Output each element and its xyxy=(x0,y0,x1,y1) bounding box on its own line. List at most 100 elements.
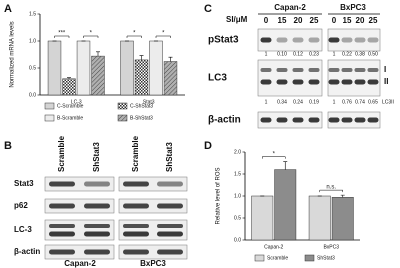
quantification: 1 xyxy=(333,51,336,57)
band-note: LC3II xyxy=(382,99,394,105)
quantification: 0.24 xyxy=(293,99,303,105)
blot-band xyxy=(84,181,110,187)
blot-band xyxy=(292,37,304,43)
blot-band xyxy=(123,203,149,209)
blot-frame xyxy=(257,59,323,97)
blot-frame xyxy=(44,219,115,241)
error-bar xyxy=(96,51,100,57)
significance-bracket xyxy=(262,156,286,159)
x-tick-label: Capan-2 xyxy=(264,244,283,250)
error-bar xyxy=(283,161,288,170)
y-tick-label: 1.0 xyxy=(234,193,241,199)
bar-pattern xyxy=(62,78,76,95)
bar-pattern xyxy=(135,59,148,95)
significance-label: *** xyxy=(58,31,66,37)
blot-band xyxy=(328,37,340,43)
blot-band xyxy=(157,224,183,228)
blot-frame xyxy=(327,111,381,129)
blot-band xyxy=(123,181,149,187)
significance-label: * xyxy=(133,31,136,37)
quantification: 0.12 xyxy=(293,51,303,57)
blot-band xyxy=(367,37,379,43)
blot-band xyxy=(123,224,149,228)
dose: 25 xyxy=(310,16,319,25)
error-bar xyxy=(67,77,71,79)
dose: 20 xyxy=(356,16,365,25)
group-label: Capan-2 xyxy=(64,259,96,268)
blot-band xyxy=(328,79,340,85)
panel-label: B xyxy=(4,140,12,152)
blot-band xyxy=(276,117,288,123)
quantification: 1 xyxy=(265,51,268,57)
x-tick-label: LC-3 xyxy=(71,99,82,105)
y-tick-label: 0.5 xyxy=(234,215,241,221)
blot-band xyxy=(341,37,353,43)
blot-band xyxy=(276,37,288,43)
blot-band xyxy=(354,79,366,85)
blot-band xyxy=(260,117,272,123)
bar xyxy=(47,40,62,96)
y-axis-title: Normalized mRNA levels xyxy=(10,21,16,87)
bar xyxy=(331,197,354,241)
error-bar xyxy=(139,55,144,60)
y-tick-label: 0.0 xyxy=(234,237,241,243)
blot-band xyxy=(49,231,75,237)
dose: 15 xyxy=(278,16,287,25)
quantification: 0.38 xyxy=(355,51,365,57)
panel-label: C xyxy=(204,3,212,15)
blot-band xyxy=(49,249,75,255)
bar-pattern xyxy=(91,56,105,95)
blot-band xyxy=(123,249,149,255)
significance-label: n.s. xyxy=(326,185,336,191)
dose: 25 xyxy=(369,16,378,25)
blot-band xyxy=(354,37,366,43)
row-label: LC-3 xyxy=(14,225,32,234)
blot-band xyxy=(328,117,340,123)
blot-band xyxy=(367,68,379,72)
blot-band xyxy=(123,231,149,237)
quantification: 1 xyxy=(333,99,336,105)
blot-band xyxy=(276,68,288,72)
panel-label: D xyxy=(204,140,212,152)
blot-frame xyxy=(257,28,323,52)
bar xyxy=(76,40,91,96)
blot-band xyxy=(260,68,272,72)
blot-band xyxy=(157,203,183,209)
blot-band xyxy=(292,68,304,72)
y-axis-title: Relative level of ROS xyxy=(216,167,222,224)
blot-band xyxy=(157,231,183,237)
dose-label: SI/μM xyxy=(226,15,248,24)
quantification: 0.74 xyxy=(355,99,365,105)
blot-band xyxy=(49,203,75,209)
blot-band xyxy=(292,79,304,85)
blot-frame xyxy=(118,244,188,260)
bar xyxy=(308,195,331,241)
blot-band xyxy=(84,249,110,255)
blot-frame xyxy=(118,198,188,214)
significance-bracket xyxy=(155,35,171,38)
blot-band xyxy=(49,181,75,187)
blot-band xyxy=(341,68,353,72)
x-tick-label: BxPC3 xyxy=(323,244,339,250)
quantification: 0.10 xyxy=(277,51,287,57)
significance-bracket xyxy=(126,35,142,38)
blot-frame xyxy=(257,111,323,129)
blot-band xyxy=(308,37,320,43)
band-label: I xyxy=(384,65,386,74)
y-tick-label: 1.5 xyxy=(234,171,241,177)
blot-band xyxy=(328,68,340,72)
blot-band xyxy=(84,231,110,237)
dose: 20 xyxy=(294,16,303,25)
quantification: 0.23 xyxy=(309,51,319,57)
blot-frame xyxy=(118,176,188,192)
lane-label: Scramble xyxy=(131,135,140,172)
lane-label: ShStat3 xyxy=(165,142,174,172)
y-tick-label: 0.5 xyxy=(29,65,36,71)
legend-swatch xyxy=(254,254,265,262)
lane-label: ShStat3 xyxy=(92,142,101,172)
blot-band xyxy=(308,68,320,72)
dose: 15 xyxy=(343,16,352,25)
dose: 0 xyxy=(264,16,269,25)
